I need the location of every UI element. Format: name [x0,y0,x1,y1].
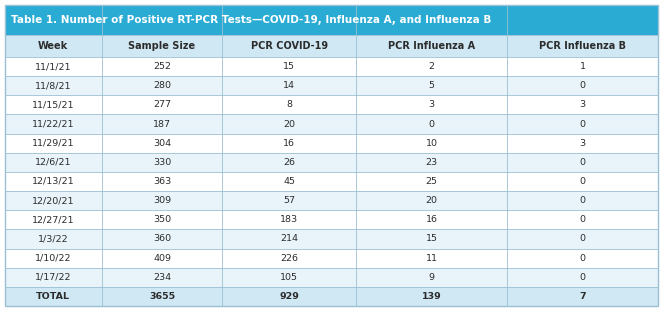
Bar [5,114,658,134]
Bar [5,268,658,287]
Text: 0: 0 [579,196,585,205]
Bar [5,57,658,76]
Text: Week: Week [38,41,68,51]
Text: 0: 0 [579,273,585,282]
Text: 12/27/21: 12/27/21 [32,215,74,224]
Text: 9: 9 [429,273,435,282]
Text: 14: 14 [283,81,296,90]
Text: 11/29/21: 11/29/21 [32,139,74,148]
Bar [5,191,658,210]
Text: 11/22/21: 11/22/21 [32,119,74,128]
Bar [5,5,658,35]
Text: 3: 3 [579,139,585,148]
Text: Table 1. Number of Positive RT-PCR Tests—COVID-19, Influenza A, and Influenza B: Table 1. Number of Positive RT-PCR Tests… [11,15,491,25]
Text: 5: 5 [429,81,435,90]
Text: 25: 25 [426,177,438,186]
Bar [5,287,658,306]
Text: 0: 0 [579,81,585,90]
Text: PCR COVID-19: PCR COVID-19 [251,41,328,51]
Text: 139: 139 [422,292,442,301]
Bar [5,153,658,172]
Text: 214: 214 [280,234,298,244]
Bar [5,210,658,230]
Text: 26: 26 [283,158,296,167]
Bar [5,230,658,248]
Text: 3: 3 [579,100,585,109]
Text: 0: 0 [579,215,585,224]
Text: 10: 10 [426,139,438,148]
Text: 363: 363 [153,177,171,186]
Text: 0: 0 [579,253,585,262]
Text: 0: 0 [579,119,585,128]
Text: 409: 409 [153,253,171,262]
Text: 1/17/22: 1/17/22 [35,273,72,282]
Text: TOTAL: TOTAL [36,292,70,301]
Text: 0: 0 [579,158,585,167]
Text: 1/10/22: 1/10/22 [35,253,72,262]
Text: 309: 309 [153,196,171,205]
Text: 11/8/21: 11/8/21 [35,81,72,90]
Text: PCR Influenza B: PCR Influenza B [539,41,626,51]
Text: 234: 234 [153,273,171,282]
Text: 3655: 3655 [149,292,175,301]
Text: 12/13/21: 12/13/21 [32,177,75,186]
Text: 226: 226 [280,253,298,262]
Text: 15: 15 [426,234,438,244]
Bar [5,172,658,191]
Text: 0: 0 [429,119,435,128]
Text: 16: 16 [426,215,438,224]
Text: 20: 20 [426,196,438,205]
Text: 15: 15 [283,62,296,71]
Text: 0: 0 [579,234,585,244]
Text: 7: 7 [579,292,586,301]
Text: 11/1/21: 11/1/21 [35,62,72,71]
Text: 277: 277 [153,100,171,109]
Text: 187: 187 [153,119,171,128]
Text: 360: 360 [153,234,171,244]
Text: 330: 330 [153,158,171,167]
Text: 105: 105 [280,273,298,282]
Bar [5,35,658,57]
Text: 23: 23 [426,158,438,167]
Text: 45: 45 [283,177,296,186]
Text: 11/15/21: 11/15/21 [32,100,74,109]
Text: 252: 252 [153,62,171,71]
Text: 11: 11 [426,253,438,262]
Text: 57: 57 [283,196,296,205]
Bar [5,95,658,114]
Text: 16: 16 [283,139,296,148]
Text: 3: 3 [429,100,435,109]
Text: 8: 8 [286,100,292,109]
Text: 2: 2 [429,62,435,71]
Text: 12/20/21: 12/20/21 [32,196,74,205]
Text: 1/3/22: 1/3/22 [38,234,69,244]
Text: Sample Size: Sample Size [129,41,196,51]
Text: 183: 183 [280,215,298,224]
Text: 0: 0 [579,177,585,186]
Bar [5,248,658,268]
Text: 12/6/21: 12/6/21 [35,158,72,167]
Bar [5,76,658,95]
Text: 280: 280 [153,81,171,90]
Text: 350: 350 [153,215,171,224]
Text: 929: 929 [279,292,299,301]
Text: PCR Influenza A: PCR Influenza A [388,41,475,51]
Bar [5,134,658,153]
Text: 304: 304 [153,139,171,148]
Text: 1: 1 [579,62,585,71]
Text: 20: 20 [283,119,296,128]
